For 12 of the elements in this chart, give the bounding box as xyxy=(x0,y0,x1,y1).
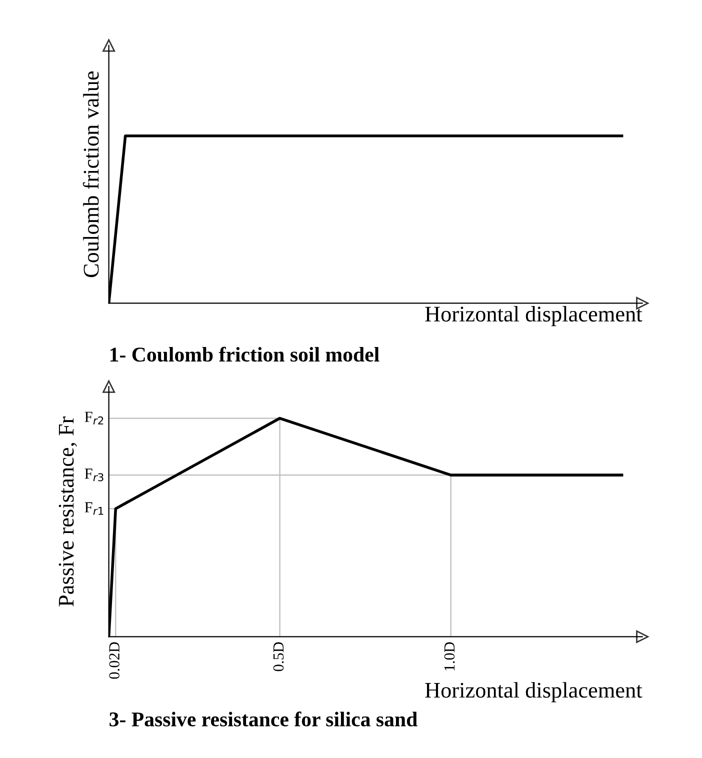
annotation: F$_{r3}$ xyxy=(84,468,104,482)
y-axis-title: Coulomb friction value xyxy=(82,71,99,278)
y-axis-title: Passive resistance, Fr xyxy=(58,416,77,606)
annotation: F$_{r2}$ xyxy=(84,412,104,424)
x-axis-title: Horizontal displacement xyxy=(425,306,642,326)
text: 1- Coulomb friction soil model xyxy=(110,346,380,362)
x-tick-label: 0.02D xyxy=(109,642,120,679)
x-tick-label: 0.5D xyxy=(273,642,284,672)
text: 3- Passive resistance for silica sand xyxy=(110,712,418,726)
x-axis-title: Horizontal displacement xyxy=(425,682,642,702)
annotation: F$_{r1}$ xyxy=(84,502,104,515)
x-tick-label: 1.0D xyxy=(444,642,455,670)
